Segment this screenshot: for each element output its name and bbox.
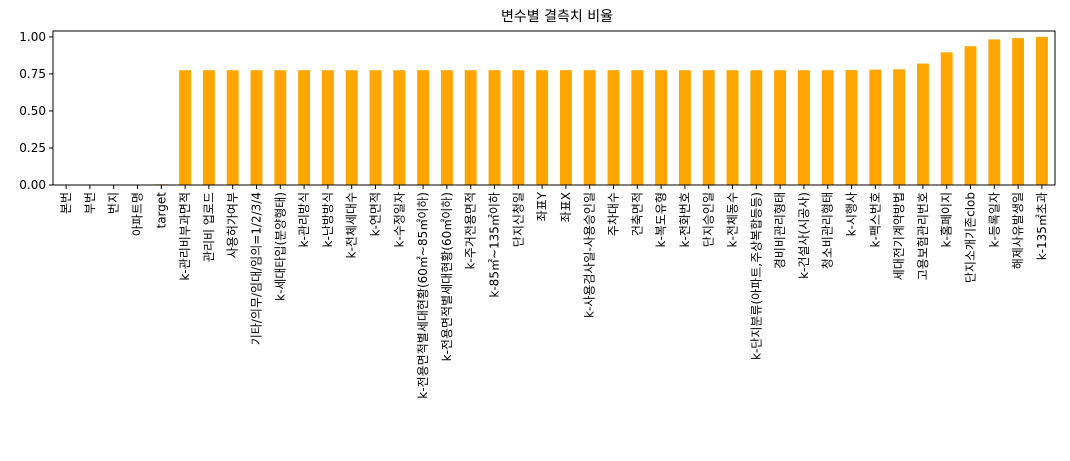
x-tick-label-10: k-관리방식 (297, 192, 311, 247)
bar-6 (202, 70, 215, 185)
y-axis: 0.00 0.25 0.50 0.75 1.00 (19, 30, 53, 192)
x-tick-label-11: k-난방방식 (321, 192, 335, 247)
bar-20 (536, 70, 549, 185)
bar-9 (274, 70, 287, 185)
y-tick-label-3: 0.75 (19, 67, 46, 81)
y-tick-label-4: 1.00 (19, 30, 46, 44)
bar-38 (964, 46, 977, 185)
x-tick-label-31: k-건설사(시공사) (797, 192, 811, 279)
x-tick-label-5: k-관리비부과면적 (178, 192, 192, 281)
bars-group (131, 36, 1048, 186)
x-tick-label-15: k-전용면적별세대현황(60㎡~85㎡이하) (416, 192, 430, 399)
x-tick-label-40: 해제사유발생일 (1011, 192, 1025, 269)
bar-21 (559, 70, 572, 185)
x-tick-label-9: k-세대타입(분양형태) (273, 192, 287, 301)
x-tick-label-13: k-연면적 (368, 192, 382, 236)
bar-35 (893, 69, 906, 185)
bar-7 (226, 70, 239, 185)
x-tick-label-28: k-전체동수 (726, 192, 740, 247)
x-tick-label-38: 단지소개기존clob (964, 192, 978, 283)
x-tick-label-12: k-전체세대수 (345, 192, 359, 258)
x-tick-label-32: 청소비관리형태 (821, 192, 835, 269)
x-tick-label-3: 아파트명 (130, 192, 144, 236)
x-tick-label-37: k-홈페이지 (940, 192, 954, 247)
bar-22 (583, 70, 596, 185)
bar-16 (440, 70, 453, 185)
bar-39 (988, 39, 1001, 185)
bar-8 (250, 70, 263, 185)
x-tick-label-19: 단지신청일 (511, 192, 525, 247)
bar-41 (1035, 36, 1048, 185)
x-tick-label-34: k-팩스번호 (868, 192, 882, 247)
bar-25 (655, 70, 668, 185)
x-tick-label-6: 관리비 업로드 (202, 192, 216, 262)
bar-12 (345, 70, 358, 185)
x-tick-label-41: k-135㎡초과 (1035, 192, 1049, 260)
bar-19 (512, 70, 525, 185)
bar-13 (369, 70, 382, 185)
bar-15 (417, 70, 430, 185)
x-tick-label-35: 세대전기계약방법 (891, 192, 906, 280)
x-tick-label-36: 고용보험관리번호 (916, 192, 930, 280)
x-tick-label-1: 부번 (83, 192, 97, 214)
bar-37 (940, 52, 953, 186)
x-axis: 본번 부번 번지 아파트명 target k-관리비부과면적 관리비 업로드 사용허가여부 기타… (59, 185, 1049, 399)
x-tick-label-26: k-전화번호 (678, 192, 692, 247)
chart-title: 변수별 결측치 비율 (501, 9, 613, 25)
bar-32 (821, 70, 834, 185)
bar-28 (726, 70, 739, 185)
x-tick-label-39: k-등록일자 (987, 192, 1001, 247)
y-tick-label-0: 0.00 (19, 178, 46, 192)
x-tick-label-22: k-사용검사일-사용승인일 (583, 192, 597, 318)
bar-5 (179, 70, 192, 185)
x-tick-label-21: 좌표X (559, 192, 573, 222)
x-tick-label-30: 경비비관리형태 (773, 192, 787, 269)
x-tick-label-33: k-시행사 (844, 192, 859, 236)
bar-18 (488, 70, 501, 185)
y-tick-label-2: 0.50 (19, 104, 46, 118)
x-tick-label-0: 본번 (59, 192, 73, 214)
bar-14 (393, 70, 406, 185)
bar-11 (321, 70, 334, 185)
bar-27 (702, 70, 715, 185)
bar-24 (631, 70, 644, 185)
x-tick-label-2: 번지 (107, 192, 121, 214)
y-tick-label-1: 0.25 (19, 141, 46, 155)
x-tick-label-27: 단지승인일 (702, 192, 716, 247)
bar-34 (869, 69, 882, 185)
x-tick-label-8: 기타/의무/임대/임의=1/2/3/4 (249, 192, 263, 345)
bar-36 (916, 63, 929, 186)
x-tick-label-25: k-복도유형 (654, 192, 668, 247)
bar-31 (797, 70, 810, 185)
x-tick-label-16: k-전용면적별세대현황(60㎡이하) (440, 192, 454, 361)
bar-40 (1012, 38, 1025, 185)
bar-10 (298, 70, 311, 185)
x-tick-label-29: k-단지분류(아파트,주상복합등등) (749, 192, 763, 360)
x-tick-label-18: k-85㎡~135㎡이하 (487, 192, 501, 298)
x-tick-label-17: k-주거전용면적 (464, 192, 478, 270)
x-tick-label-7: 사용허가여부 (226, 192, 240, 258)
x-tick-label-24: 건축면적 (630, 192, 644, 236)
bar-33 (845, 70, 858, 185)
x-tick-label-4: target (154, 192, 168, 229)
bar-26 (678, 70, 691, 185)
plot-frame (52, 30, 1056, 186)
x-tick-label-14: k-수정일자 (392, 192, 406, 247)
bar-17 (464, 70, 477, 185)
bar-23 (607, 70, 620, 185)
bar-30 (774, 70, 787, 185)
bar-29 (750, 70, 763, 185)
x-tick-label-23: 주차대수 (607, 192, 621, 236)
x-tick-label-20: 좌표Y (535, 191, 549, 221)
